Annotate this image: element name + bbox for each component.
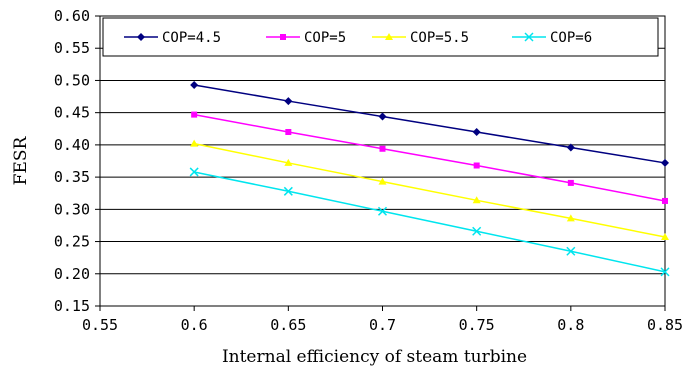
data-point	[284, 158, 293, 166]
data-point	[566, 143, 575, 152]
y-tick-label: 0.20	[54, 265, 90, 283]
data-point	[378, 177, 387, 185]
legend-label: COP=6	[550, 30, 592, 46]
data-point	[566, 214, 575, 222]
data-point	[472, 128, 481, 136]
series-line	[194, 84, 666, 164]
series-2	[191, 111, 668, 204]
series-group	[189, 80, 670, 277]
data-point	[378, 112, 387, 121]
x-tick-label: 0.6	[181, 316, 208, 334]
y-tick-label: 0.30	[54, 200, 90, 218]
data-point	[284, 97, 293, 106]
y-axis-title: FESR	[11, 135, 31, 185]
legend: COP=4.5 COP=5 COP=5.5 COP=6	[102, 17, 659, 57]
legend-marker	[137, 33, 145, 41]
x-tick-label: 0.75	[459, 316, 495, 334]
legend-label: COP=4.5	[162, 30, 221, 46]
data-point	[661, 233, 669, 241]
y-tick-label: 0.40	[54, 136, 90, 154]
y-tick-label: 0.45	[54, 104, 90, 122]
data-point	[190, 139, 199, 147]
legend-label: COP=5.5	[410, 30, 469, 46]
x-tick-label: 0.65	[270, 316, 306, 334]
y-tick-label: 0.25	[54, 233, 90, 251]
x-axis-ticks: 0.55 0.6 0.65 0.7 0.75 0.8 0.85	[82, 306, 683, 334]
grid-lines	[100, 15, 665, 307]
y-tick-label: 0.55	[54, 39, 90, 57]
y-tick-label: 0.35	[54, 168, 90, 186]
data-point	[566, 246, 576, 256]
data-point	[377, 206, 388, 216]
data-point	[567, 179, 574, 186]
x-axis-title: Internal efficiency of steam turbine	[222, 347, 527, 367]
y-tick-label: 0.15	[54, 297, 90, 315]
y-tick-label: 0.50	[54, 71, 90, 89]
data-point	[191, 111, 198, 118]
data-point	[661, 158, 669, 167]
x-tick-label: 0.85	[647, 316, 683, 334]
series-4	[189, 167, 670, 277]
data-point	[379, 145, 386, 152]
series-3	[190, 139, 669, 241]
y-axis-ticks: 0.15 0.20 0.25 0.30 0.35 0.40 0.45 0.50 0.55 0.60	[54, 7, 100, 315]
legend-marker	[524, 32, 534, 42]
x-tick-label: 0.7	[369, 316, 396, 334]
data-point	[472, 196, 481, 204]
data-point	[190, 80, 199, 89]
series-line	[194, 113, 666, 202]
legend-marker	[385, 33, 393, 40]
data-point	[472, 226, 482, 236]
legend-label: COP=5	[304, 30, 346, 46]
x-tick-label: 0.8	[557, 316, 584, 334]
series-line	[194, 171, 666, 273]
data-point	[283, 186, 293, 196]
legend-marker	[280, 34, 286, 40]
data-point	[660, 267, 670, 277]
data-point	[473, 162, 480, 169]
x-tick-label: 0.55	[82, 316, 118, 334]
y-tick-label: 0.60	[54, 7, 90, 25]
series-line	[194, 142, 666, 238]
series-1	[190, 80, 669, 167]
plot-area	[99, 15, 666, 307]
data-point	[662, 197, 668, 204]
data-point	[285, 129, 292, 135]
data-point	[189, 167, 199, 177]
